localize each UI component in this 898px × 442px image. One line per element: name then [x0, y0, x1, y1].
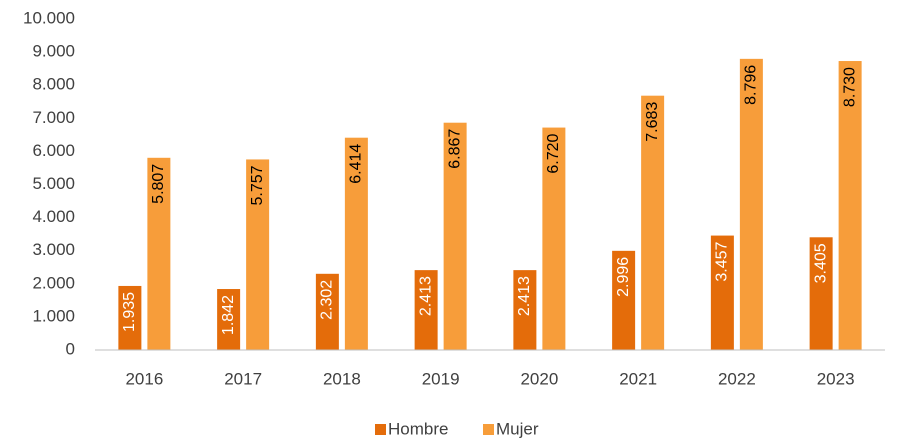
y-tick-label: 5.000: [32, 174, 75, 193]
bar: [246, 159, 270, 350]
bar: [542, 127, 566, 351]
value-label: 3.405: [812, 243, 829, 283]
legend-swatch: [483, 424, 494, 435]
value-label: 1.935: [121, 292, 138, 332]
x-tick-label: 2017: [224, 369, 262, 388]
x-tick-label: 2023: [817, 369, 855, 388]
value-label: 6.414: [348, 144, 365, 184]
x-tick-label: 2022: [718, 369, 756, 388]
bar: [513, 270, 537, 350]
bar: [838, 61, 862, 351]
bar: [612, 250, 636, 350]
legend-label: Hombre: [388, 419, 448, 438]
bar: [443, 122, 467, 350]
bar: [710, 235, 734, 350]
legend-swatch: [375, 424, 386, 435]
value-label: 6.867: [446, 129, 463, 169]
y-tick-label: 0: [66, 339, 75, 358]
value-label: 5.807: [150, 164, 167, 204]
value-label: 3.457: [714, 241, 731, 281]
x-tick-label: 2019: [422, 369, 460, 388]
y-tick-label: 7.000: [32, 108, 75, 127]
value-label: 2.413: [516, 276, 533, 316]
bar: [118, 285, 142, 350]
legend-label: Mujer: [496, 419, 539, 438]
bar: [414, 270, 438, 350]
x-tick-label: 2016: [125, 369, 163, 388]
x-tick-label: 2018: [323, 369, 361, 388]
y-tick-label: 4.000: [32, 207, 75, 226]
bar: [809, 237, 833, 350]
bar: [344, 137, 368, 350]
y-tick-label: 8.000: [32, 75, 75, 94]
bar: [739, 58, 763, 350]
y-tick-label: 9.000: [32, 42, 75, 61]
bar: [641, 95, 665, 350]
value-label: 8.730: [841, 67, 858, 107]
value-label: 2.996: [615, 257, 632, 297]
value-label: 1.842: [220, 295, 237, 335]
x-tick-label: 2021: [619, 369, 657, 388]
y-tick-label: 2.000: [32, 273, 75, 292]
y-tick-label: 10.000: [23, 8, 75, 27]
value-label: 6.720: [545, 133, 562, 173]
value-label: 7.683: [644, 102, 661, 142]
y-tick-label: 6.000: [32, 141, 75, 160]
value-label: 5.757: [249, 165, 266, 205]
bar: [217, 289, 241, 350]
y-tick-label: 3.000: [32, 240, 75, 259]
y-tick-label: 1.000: [32, 306, 75, 325]
bar: [315, 273, 339, 350]
value-label: 2.413: [417, 276, 434, 316]
value-label: 2.302: [319, 280, 336, 320]
bar: [147, 157, 171, 350]
x-tick-label: 2020: [520, 369, 558, 388]
value-label: 8.796: [743, 65, 760, 105]
